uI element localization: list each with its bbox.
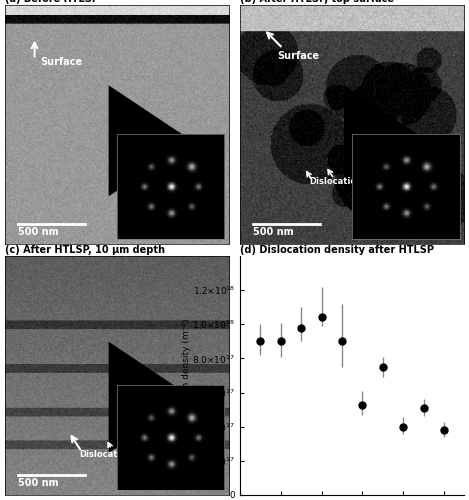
Text: $g = \overline{3}300$: $g = \overline{3}300$ bbox=[144, 399, 184, 414]
Text: Surface: Surface bbox=[278, 52, 319, 62]
Text: 500 nm: 500 nm bbox=[17, 478, 58, 488]
Text: (a) Before HTLSP: (a) Before HTLSP bbox=[5, 0, 98, 4]
Text: $g = \overline{3}300$: $g = \overline{3}300$ bbox=[379, 142, 420, 158]
Text: Surface: Surface bbox=[40, 57, 82, 67]
Text: Dislocations: Dislocations bbox=[79, 450, 137, 459]
Text: Dislocations: Dislocations bbox=[310, 178, 368, 186]
Text: (c) After HTLSP, 10 μm depth: (c) After HTLSP, 10 μm depth bbox=[5, 245, 165, 255]
Text: (d) Dislocation density after HTLSP: (d) Dislocation density after HTLSP bbox=[240, 245, 434, 255]
Text: $g = \overline{3}300$: $g = \overline{3}300$ bbox=[144, 142, 184, 158]
Text: 500 nm: 500 nm bbox=[253, 228, 294, 237]
Text: (b) After HTLSP, top surface: (b) After HTLSP, top surface bbox=[240, 0, 394, 4]
Text: 500 nm: 500 nm bbox=[17, 228, 58, 237]
Y-axis label: Dislocation density (m⁻²): Dislocation density (m⁻²) bbox=[182, 318, 191, 432]
